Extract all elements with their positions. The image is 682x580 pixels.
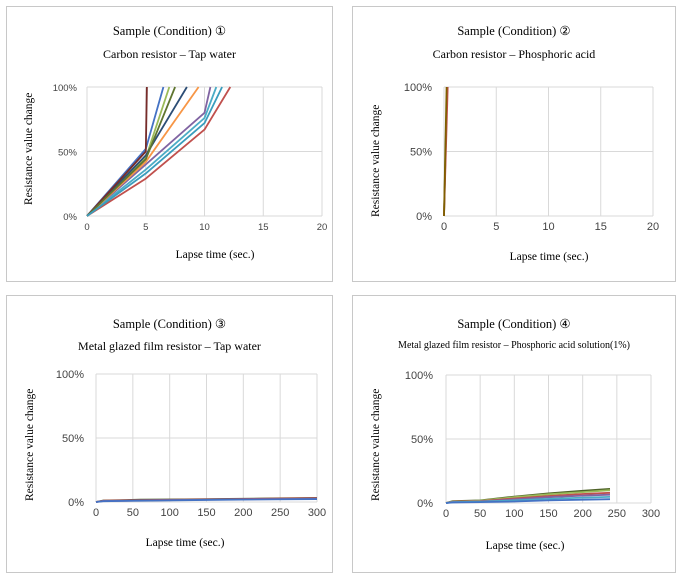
chart-1-subtitle: Carbon resistor – Tap water	[103, 47, 236, 61]
x-tick-label: 300	[308, 507, 326, 519]
y-tick-label: 100%	[404, 82, 432, 94]
x-tick-label: 100	[160, 507, 178, 519]
chart-2-x-axis-label: Lapse time (sec.)	[509, 251, 589, 263]
chart-2-plot: 0 5 10 15 20 0% 50% 100%	[404, 82, 659, 233]
x-tick-label: 150	[539, 508, 557, 520]
y-tick-label: 0%	[68, 497, 84, 509]
x-tick-label: 300	[642, 508, 660, 520]
chart-3-title: Sample (Condition) ③	[112, 317, 227, 331]
x-tick-label: 200	[573, 508, 591, 520]
y-tick-label: 0%	[417, 498, 433, 510]
y-tick-label: 100%	[53, 83, 78, 94]
y-tick-label: 100%	[405, 370, 433, 382]
series-line-3	[443, 86, 448, 217]
chart-4-subtitle: Metal glazed film resistor – Phosphoric …	[398, 340, 630, 351]
x-tick-label: 0	[93, 507, 99, 519]
chart-4-title: Sample (Condition) ④	[457, 317, 571, 331]
chart-1-y-axis-label: Resistance value change	[23, 92, 35, 205]
y-tick-label: 0%	[416, 211, 432, 223]
series-line-9	[86, 86, 176, 217]
x-tick-label: 20	[647, 221, 659, 233]
chart-4-y-axis-label: Resistance value change	[370, 388, 382, 501]
x-tick-label: 5	[493, 221, 499, 233]
chart-panel-2: 0 5 10 15 20 0% 50% 100% Sample (Condition) ② C…	[352, 6, 676, 282]
x-tick-label: 10	[542, 221, 554, 233]
chart-2-y-axis-label: Resistance value change	[370, 104, 382, 217]
x-tick-label: 150	[197, 507, 215, 519]
chart-panel-1: 0 5 10 15 20 0% 50% 100% Sample (Condition) ① C…	[6, 6, 333, 282]
x-tick-label: 50	[127, 507, 139, 519]
series-line-2	[86, 86, 232, 217]
x-tick-label: 250	[271, 507, 289, 519]
chart-panel-4: 0 50 100 150 200 250 300 0% 50% 100% Sample (Cond…	[352, 295, 676, 573]
chart-panel-3: 0 50 100 150 200 250 300 0% 50% 100% Sample (Cond…	[6, 295, 333, 573]
x-tick-label: 50	[474, 508, 486, 520]
chart-3-plot: 0 50 100 150 200 250 300 0% 50% 100%	[56, 369, 326, 519]
series-line-4	[95, 498, 318, 503]
x-tick-label: 200	[234, 507, 252, 519]
x-tick-label: 15	[595, 221, 607, 233]
x-tick-label: 15	[258, 222, 269, 233]
chart-4-x-axis-label: Lapse time (sec.)	[485, 540, 565, 552]
y-tick-label: 50%	[411, 434, 433, 446]
y-tick-label: 50%	[62, 433, 84, 445]
series-line-8	[86, 86, 148, 217]
y-tick-label: 50%	[58, 148, 78, 159]
x-tick-label: 10	[199, 222, 210, 233]
chart-2-subtitle: Carbon resistor – Phosphoric acid	[432, 47, 596, 61]
chart-1-plot: 0 5 10 15 20 0% 50% 100%	[53, 83, 328, 233]
y-tick-label: 50%	[410, 147, 432, 159]
series-line-4	[86, 86, 212, 217]
x-tick-label: 5	[143, 222, 148, 233]
x-tick-label: 100	[505, 508, 523, 520]
series-line-5	[86, 86, 218, 217]
chart-3-y-axis-label: Resistance value change	[24, 388, 36, 501]
series-line-10	[86, 86, 223, 217]
x-tick-label: 0	[441, 221, 447, 233]
series-line-6	[445, 498, 611, 504]
x-tick-label: 20	[317, 222, 328, 233]
x-tick-label: 0	[84, 222, 89, 233]
x-tick-label: 250	[608, 508, 626, 520]
chart-3-x-axis-label: Lapse time (sec.)	[145, 537, 225, 549]
chart-4-plot: 0 50 100 150 200 250 300 0% 50% 100%	[405, 370, 660, 520]
y-tick-label: 0%	[63, 212, 77, 223]
chart-3-subtitle: Metal glazed film resistor – Tap water	[78, 339, 261, 353]
chart-2-title: Sample (Condition) ②	[457, 24, 571, 38]
chart-1-x-axis-label: Lapse time (sec.)	[175, 249, 255, 261]
y-tick-label: 100%	[56, 369, 84, 381]
chart-1-title: Sample (Condition) ①	[112, 24, 227, 38]
x-tick-label: 0	[443, 508, 449, 520]
